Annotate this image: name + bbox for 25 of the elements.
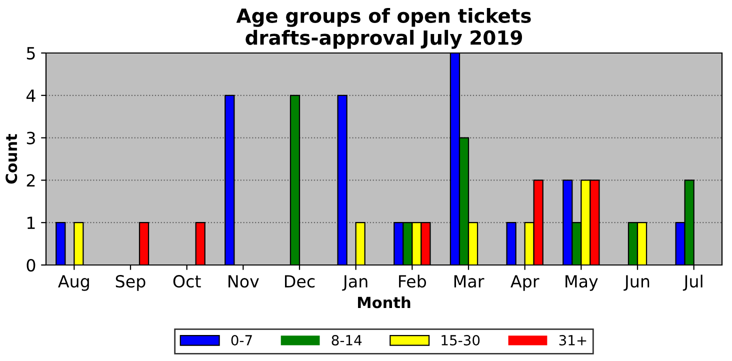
y-tick-label: 1 xyxy=(28,216,35,229)
legend-label: 0-7 xyxy=(231,334,252,346)
x-axis-title: Month xyxy=(358,296,410,308)
x-tick-label: Apr xyxy=(510,275,540,291)
chart-title: Age groups of open tickets drafts-approval July 2019 xyxy=(236,8,531,49)
x-tick-label: Dec xyxy=(285,275,315,288)
x-tick-label: Aug xyxy=(58,275,89,291)
x-tick-label: Oct xyxy=(173,275,201,288)
x-tick-label: Mar xyxy=(454,275,484,288)
y-axis-title: Count xyxy=(6,134,18,184)
y-tick-label: 0 xyxy=(26,258,36,272)
y-tick-label: 2 xyxy=(26,174,35,187)
y-tick-label: 4 xyxy=(26,90,36,102)
x-tick-label: Nov xyxy=(228,275,259,288)
legend-label: 8-14 xyxy=(332,334,362,346)
y-tick-label: 3 xyxy=(26,132,35,144)
legend-label: 31+ xyxy=(559,334,586,346)
legend-label: 15-30 xyxy=(442,334,480,346)
x-tick-label: May xyxy=(566,275,598,291)
x-tick-label: Jan xyxy=(342,275,368,291)
y-tick-label: 5 xyxy=(26,47,35,60)
x-tick-label: Feb xyxy=(399,274,426,288)
x-tick-label: Jun xyxy=(624,275,650,291)
x-tick-label: Jul xyxy=(682,274,702,291)
x-tick-label: Sep xyxy=(116,275,146,291)
